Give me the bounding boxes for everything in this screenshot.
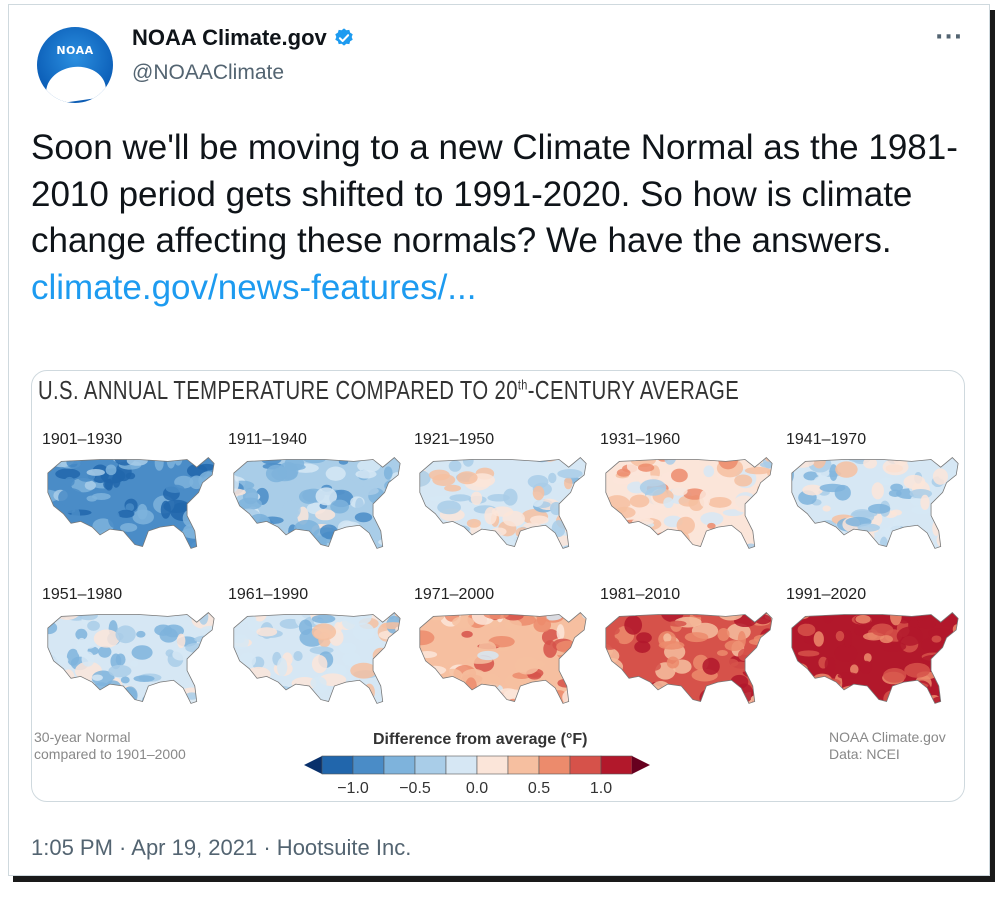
noaa-bird-icon	[42, 62, 108, 103]
legend-swatch	[352, 755, 385, 775]
image-title: U.S. ANNUAL TEMPERATURE COMPARED TO 20th…	[38, 375, 739, 406]
credit-note-line2: Data: NCEI	[829, 746, 900, 762]
tweet-body: Soon we'll be moving to a new Climate No…	[31, 125, 966, 311]
us-map	[791, 612, 959, 704]
legend-colorbar	[304, 755, 650, 775]
normal-note: 30-year Normal compared to 1901–2000	[34, 729, 186, 763]
profile-avatar[interactable]: NOAA	[37, 27, 113, 103]
us-map	[233, 612, 401, 704]
legend-arrow-low	[304, 756, 322, 774]
more-options-icon[interactable]: ···	[935, 25, 964, 50]
period-label: 1991–2020	[786, 586, 867, 603]
period-label: 1971–2000	[414, 586, 495, 603]
us-map	[605, 457, 773, 549]
legend-swatch	[600, 755, 633, 775]
normal-note-line2: compared to 1901–2000	[34, 746, 186, 762]
credit-note-line1: NOAA Climate.gov	[829, 729, 946, 745]
normal-note-line1: 30-year Normal	[34, 729, 131, 745]
legend-tick-label: 0.5	[527, 780, 551, 797]
period-label: 1901–1930	[42, 431, 123, 448]
tweet-link[interactable]: climate.gov/news-features/...	[31, 267, 477, 307]
us-map	[605, 612, 773, 704]
us-map	[47, 612, 215, 704]
legend-arrow-high	[632, 756, 650, 774]
us-map	[791, 457, 959, 549]
media-image[interactable]: U.S. ANNUAL TEMPERATURE COMPARED TO 20th…	[31, 370, 965, 802]
tweet-text: Soon we'll be moving to a new Climate No…	[31, 128, 958, 260]
legend-title: Difference from average (°F)	[373, 731, 588, 748]
tweet-timestamp[interactable]: 1:05 PM · Apr 19, 2021 · Hootsuite Inc.	[31, 835, 412, 860]
legend-tick-label: 0.0	[465, 780, 489, 797]
image-title-end: -CENTURY AVERAGE	[527, 375, 740, 405]
us-map	[419, 457, 587, 549]
us-map	[233, 457, 401, 549]
legend-swatch	[476, 755, 509, 775]
period-label: 1951–1980	[42, 586, 123, 603]
us-map	[419, 612, 587, 704]
verified-badge-icon	[335, 28, 353, 46]
legend-swatch	[321, 755, 354, 775]
legend-swatch	[507, 755, 540, 775]
legend-tick-label: −0.5	[399, 780, 431, 797]
period-label: 1961–1990	[228, 586, 309, 603]
legend-swatch	[414, 755, 447, 775]
image-title-sup: th	[517, 376, 528, 393]
period-label: 1931–1960	[600, 431, 681, 448]
period-label: 1941–1970	[786, 431, 867, 448]
legend-swatch	[383, 755, 416, 775]
author-name-row[interactable]: NOAA Climate.gov	[132, 25, 355, 51]
tweet-card: NOAA NOAA Climate.gov @NOAAClimate ··· S…	[8, 4, 990, 876]
us-map	[47, 457, 215, 549]
legend-tick-label: −1.0	[337, 780, 369, 797]
author-handle[interactable]: @NOAAClimate	[132, 61, 285, 84]
period-label: 1921–1950	[414, 431, 495, 448]
period-label: 1911–1940	[228, 431, 307, 448]
period-label: 1981–2010	[600, 586, 681, 603]
legend-tick-label: 1.0	[589, 780, 613, 797]
author-name[interactable]: NOAA Climate.gov	[132, 25, 327, 50]
legend-swatch	[445, 755, 478, 775]
legend-swatch	[569, 755, 602, 775]
image-title-main: U.S. ANNUAL TEMPERATURE COMPARED TO 20	[38, 375, 518, 405]
legend-swatch	[538, 755, 571, 775]
credit-note: NOAA Climate.gov Data: NCEI	[829, 729, 946, 763]
avatar-logo-text: NOAA	[56, 44, 94, 57]
